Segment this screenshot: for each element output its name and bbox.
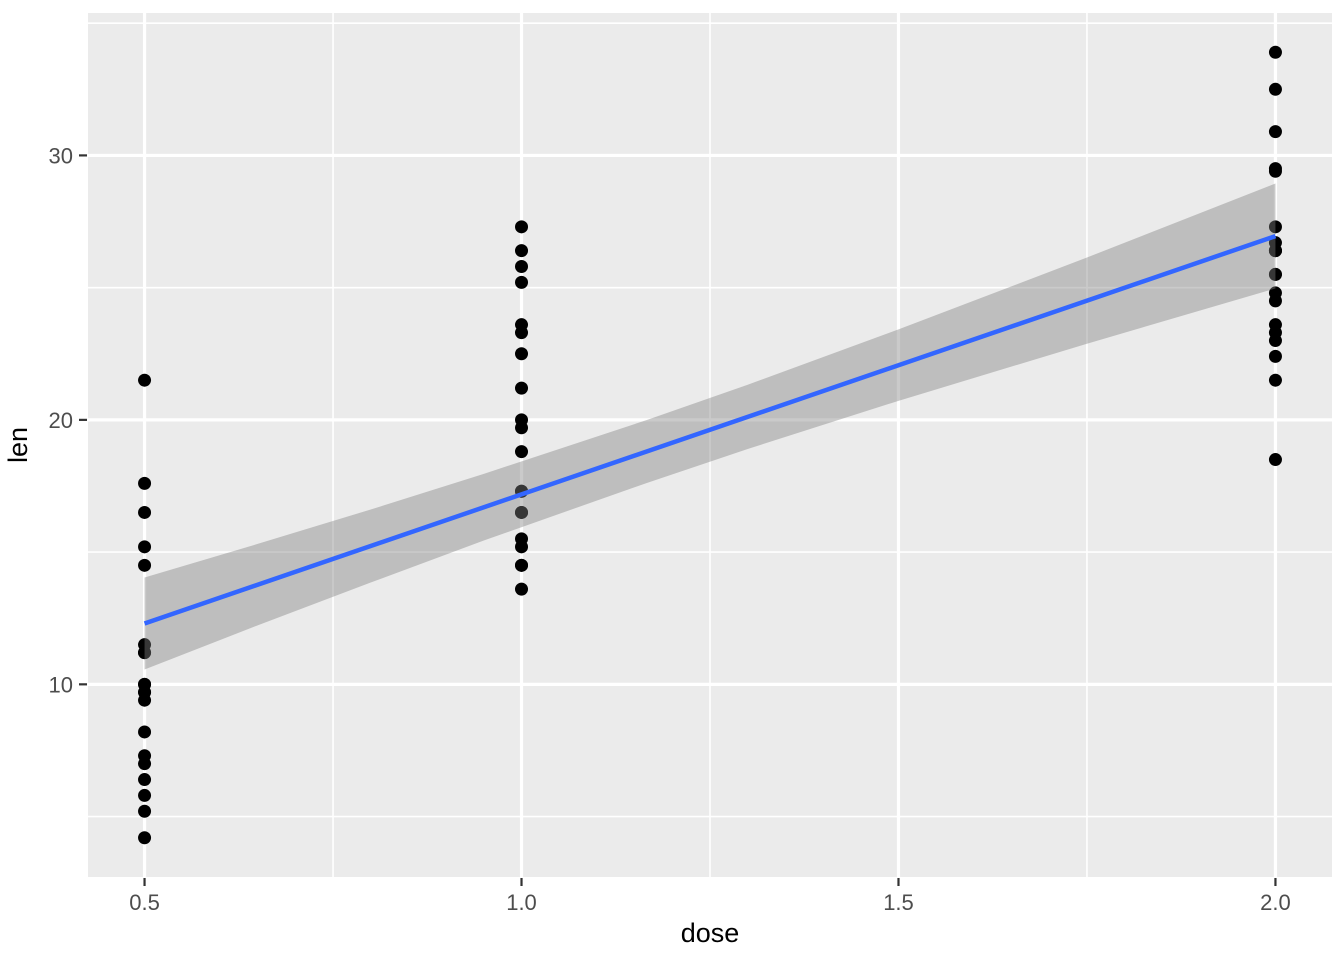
data-point	[1268, 373, 1282, 387]
data-point	[515, 582, 529, 596]
data-point	[515, 505, 529, 519]
data-point	[1268, 220, 1282, 234]
data-point	[1268, 286, 1282, 300]
data-point	[1268, 267, 1282, 281]
data-point	[138, 540, 152, 554]
data-point	[1268, 244, 1282, 258]
data-point	[515, 413, 529, 427]
data-point	[138, 476, 152, 490]
data-point	[515, 532, 529, 546]
data-point	[1268, 125, 1282, 139]
y-tick-label: 30	[49, 143, 73, 168]
y-tick-label: 10	[49, 672, 73, 697]
y-tick-label: 20	[49, 408, 73, 433]
data-point	[515, 558, 529, 572]
data-point	[515, 244, 529, 258]
data-point	[138, 804, 152, 818]
data-point	[138, 757, 152, 771]
y-axis-title: len	[3, 427, 33, 463]
data-point	[138, 685, 152, 699]
x-tick-label: 2.0	[1260, 890, 1291, 915]
x-tick-label: 0.5	[129, 890, 160, 915]
confidence-band	[144, 183, 1276, 670]
data-point	[515, 275, 529, 289]
data-point	[138, 373, 152, 387]
data-point	[515, 259, 529, 273]
data-point	[515, 445, 529, 459]
data-point	[138, 788, 152, 802]
data-point	[138, 831, 152, 845]
data-point	[515, 318, 529, 332]
data-point	[138, 773, 152, 787]
data-point	[515, 381, 529, 395]
data-point	[515, 220, 529, 234]
data-point	[138, 505, 152, 519]
plot-area: 0.5 1.0 1.5 2.0 10 20 30	[49, 13, 1332, 915]
regression-line	[143, 233, 1277, 626]
data-point	[1268, 334, 1282, 348]
data-point	[138, 646, 152, 660]
data-point	[1268, 453, 1282, 467]
x-tick-label: 1.0	[506, 890, 537, 915]
data-point	[1268, 82, 1282, 96]
data-point	[138, 725, 152, 739]
data-point	[1268, 45, 1282, 59]
data-point	[515, 347, 529, 361]
data-point	[138, 558, 152, 572]
x-axis-title: dose	[681, 918, 740, 948]
data-point	[1268, 349, 1282, 363]
x-tick-label: 1.5	[883, 890, 914, 915]
data-point	[1268, 164, 1282, 178]
